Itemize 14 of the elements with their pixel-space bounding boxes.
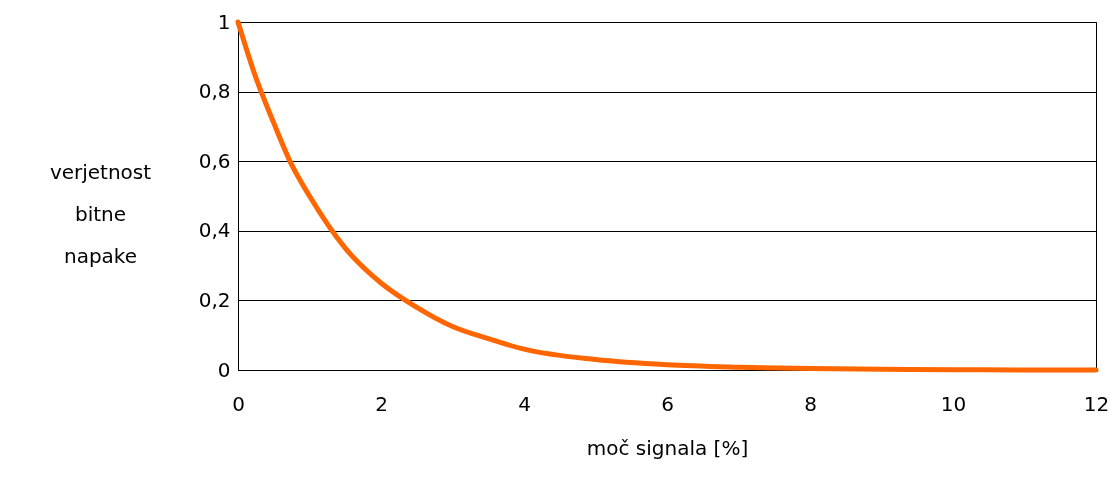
y-tick-label: 0 (217, 357, 231, 382)
y-tick-label: 0,8 (198, 79, 231, 104)
x-tick-label: 12 (1083, 391, 1110, 416)
x-axis-title: moč signala [%] (586, 435, 749, 460)
x-tick-label: 10 (940, 391, 967, 416)
x-tick-label: 6 (661, 391, 674, 416)
x-tick-label: 8 (804, 391, 817, 416)
x-tick-label: 2 (375, 391, 388, 416)
y-tick-label: 0,4 (198, 218, 231, 243)
y-tick-label: 0,2 (198, 287, 231, 312)
y-tick-label: 1 (217, 9, 231, 34)
x-tick-label: 4 (518, 391, 531, 416)
y-axis-title: verjetnost bitne napake (49, 159, 152, 268)
y-tick-label: 0,6 (198, 148, 231, 173)
